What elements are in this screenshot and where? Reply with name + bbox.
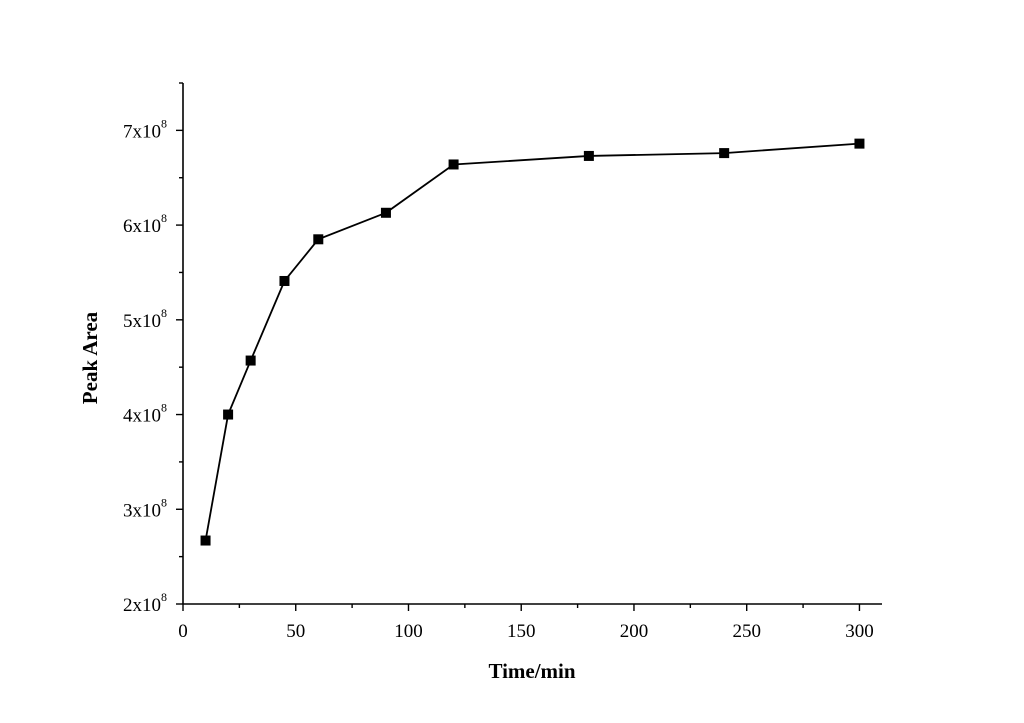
series-group bbox=[200, 138, 865, 546]
x-tick-label: 0 bbox=[178, 621, 188, 642]
data-point-marker bbox=[279, 275, 290, 286]
y-tick-label: 2x108 bbox=[123, 590, 167, 616]
y-tick-label: 3x108 bbox=[123, 495, 167, 521]
data-point-marker bbox=[313, 234, 324, 245]
x-tick-label: 150 bbox=[507, 621, 536, 642]
data-point-marker bbox=[448, 159, 459, 170]
data-point-marker bbox=[583, 150, 594, 161]
x-tick-label: 50 bbox=[286, 621, 305, 642]
data-point-marker bbox=[245, 355, 256, 366]
data-point-marker bbox=[380, 207, 391, 218]
data-point-marker bbox=[854, 138, 865, 149]
x-tick-label: 200 bbox=[620, 621, 649, 642]
y-tick-label: 5x108 bbox=[123, 306, 167, 332]
axes bbox=[182, 83, 882, 605]
data-point-marker bbox=[719, 148, 730, 159]
y-axis-ticks: 2x108 3x108 4x108 5x108 6x108 7x108 bbox=[123, 82, 183, 616]
y-tick-label: 4x108 bbox=[123, 401, 167, 427]
data-point-marker bbox=[223, 409, 234, 420]
x-tick-label: 100 bbox=[394, 621, 423, 642]
series-line bbox=[204, 142, 860, 541]
x-axis-title: Time/min bbox=[488, 659, 575, 683]
y-tick-label: 7x108 bbox=[123, 116, 167, 142]
y-axis-title: Peak Area bbox=[78, 311, 102, 404]
x-tick-label: 250 bbox=[732, 621, 761, 642]
data-point-marker bbox=[200, 535, 211, 546]
y-tick-label: 6x108 bbox=[123, 211, 167, 237]
x-axis-ticks: 0 50 100 150 200 250 300 bbox=[178, 604, 874, 642]
x-tick-label: 300 bbox=[845, 621, 874, 642]
